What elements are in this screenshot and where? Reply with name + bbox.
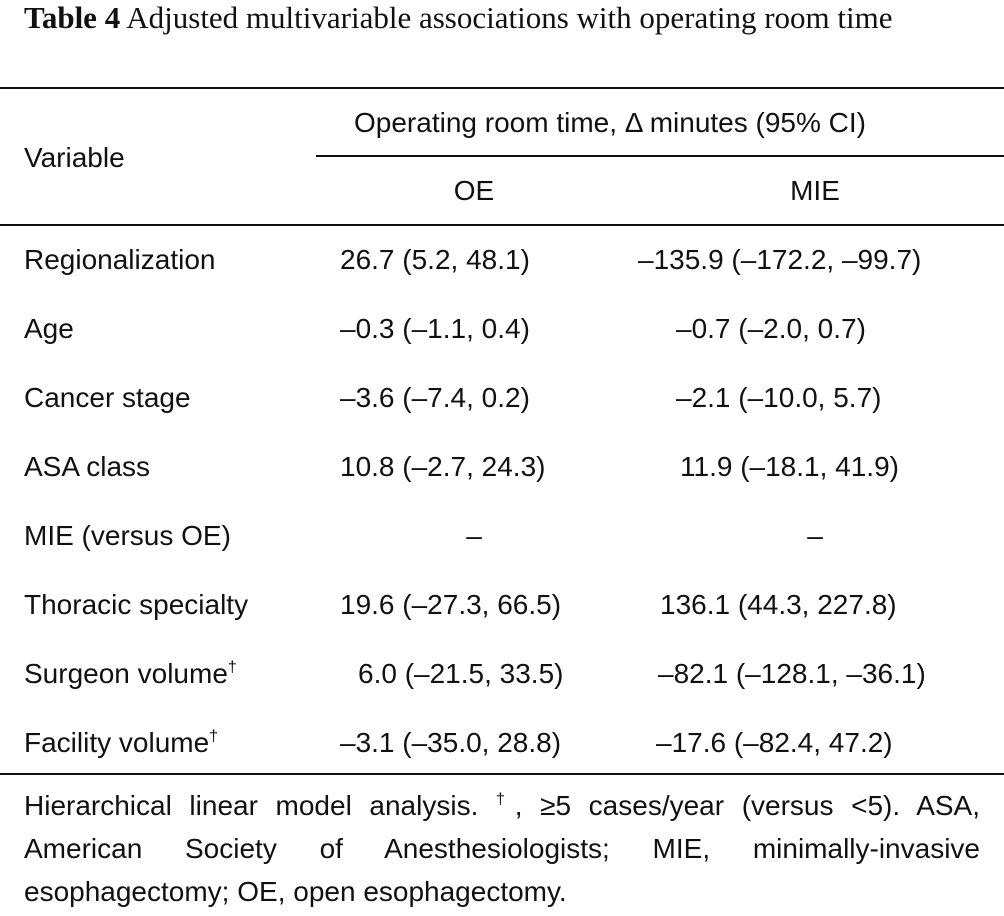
cell-mie: –135.9 (–172.2, –99.7)	[638, 244, 922, 275]
cell-oe: –3.6 (–7.4, 0.2)	[340, 382, 530, 413]
row-label: Regionalization	[24, 243, 215, 277]
cell-oe: 10.8 (–2.7, 24.3)	[340, 451, 546, 482]
header-bottom-rule	[0, 224, 1004, 226]
table-footnote: Hierarchical linear model analysis. †, ≥…	[24, 784, 980, 913]
table-caption: Table 4 Adjusted multivariable associati…	[24, 0, 984, 39]
row-label: Facility volume†	[24, 726, 218, 760]
dagger-mark: †	[227, 659, 237, 676]
header-mie: MIE	[790, 175, 840, 206]
cell-oe: 26.7 (5.2, 48.1)	[340, 244, 530, 275]
header-group: Operating room time, Δ minutes (95% CI)	[354, 107, 866, 138]
header-oe: OE	[453, 175, 495, 206]
row-label: Surgeon volume†	[24, 657, 237, 691]
row-label-text: Cancer stage	[24, 382, 191, 413]
cell-mie: –2.1 (–10.0, 5.7)	[676, 382, 882, 413]
cell-oe: –0.3 (–1.1, 0.4)	[340, 313, 530, 344]
row-label: Cancer stage	[24, 381, 191, 415]
table-title: Adjusted multivariable associations with…	[126, 0, 893, 35]
top-rule	[0, 87, 1004, 89]
bottom-rule	[0, 773, 1004, 775]
row-label-text: Surgeon volume	[24, 658, 228, 689]
footnote-text-2: , ≥5 cases/year (versus <5). ASA, Americ…	[24, 790, 981, 907]
row-label-text: Thoracic specialty	[24, 589, 249, 620]
cell-mie: 11.9 (–18.1, 41.9)	[680, 451, 899, 482]
cell-oe: 19.6 (–27.3, 66.5)	[340, 589, 562, 620]
row-label: MIE (versus OE)	[24, 519, 231, 553]
cell-oe: 6.0 (–21.5, 33.5)	[358, 658, 564, 689]
row-label: ASA class	[24, 450, 150, 484]
row-label: Age	[24, 312, 74, 346]
row-label-text: Facility volume	[24, 727, 210, 758]
cell-mie: –0.7 (–2.0, 0.7)	[676, 313, 866, 344]
cell-oe: –	[466, 520, 482, 551]
cell-mie: 136.1 (44.3, 227.8)	[660, 589, 897, 620]
cell-mie: –	[807, 520, 823, 551]
cell-oe: –3.1 (–35.0, 28.8)	[340, 727, 562, 758]
row-label-text: MIE (versus OE)	[24, 520, 231, 551]
footnote-text-1: Hierarchical linear model analysis.	[24, 790, 496, 821]
row-label: Thoracic specialty	[24, 588, 248, 622]
footnote-dagger: †	[495, 791, 515, 808]
table-number: Table 4	[24, 0, 121, 35]
header-group-rule	[316, 155, 1004, 157]
cell-mie: –82.1 (–128.1, –36.1)	[658, 658, 926, 689]
row-label-text: Age	[24, 313, 74, 344]
row-label-text: ASA class	[24, 451, 151, 482]
dagger-mark: †	[209, 728, 219, 745]
header-variable: Variable	[24, 142, 125, 173]
row-label-text: Regionalization	[24, 244, 216, 275]
cell-mie: –17.6 (–82.4, 47.2)	[656, 727, 893, 758]
